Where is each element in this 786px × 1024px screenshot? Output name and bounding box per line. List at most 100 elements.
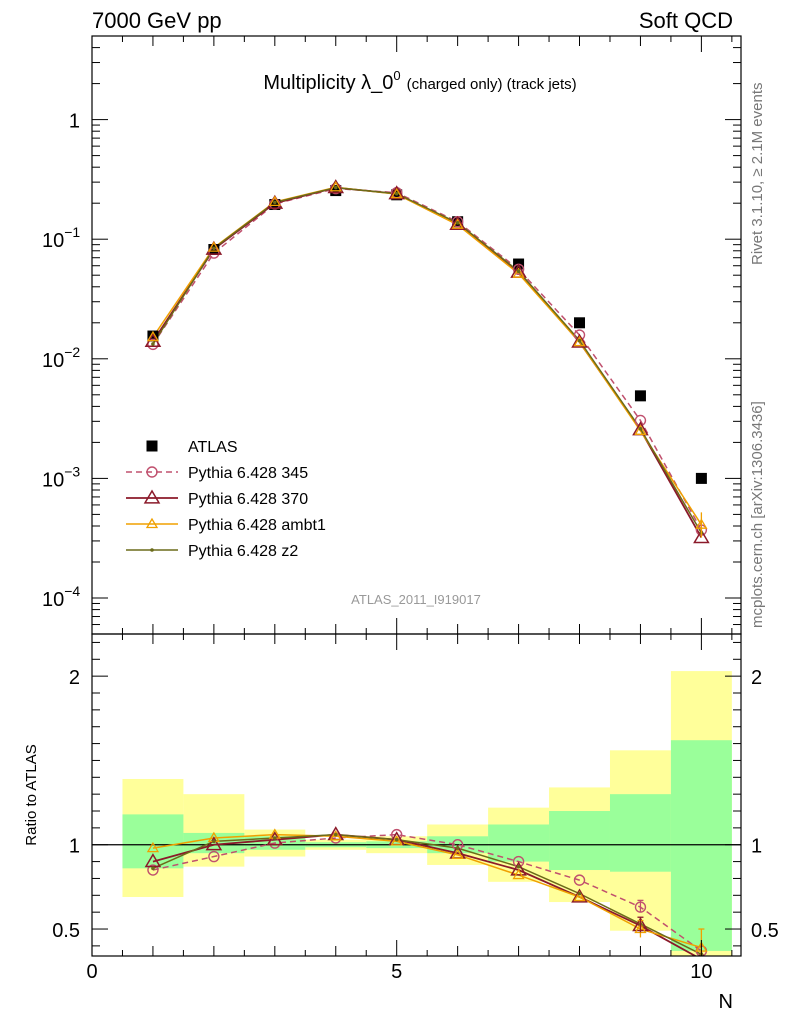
legend-label-p345: Pythia 6.428 345 <box>188 465 308 482</box>
main-point-z2 <box>273 200 277 205</box>
rivet-side-label: Rivet 3.1.10, ≥ 2.1M events <box>749 83 766 266</box>
main-point-z2 <box>638 426 643 431</box>
legend-label-atlas: ATLAS <box>188 439 238 456</box>
mcplots-side-label: mcplots.cern.ch [arXiv:1306.3436] <box>749 401 766 628</box>
ratio-point-p370 <box>571 888 588 903</box>
ratio-point-ambt1 <box>329 830 342 841</box>
main-point-p370 <box>693 529 710 544</box>
main-point-p370 <box>327 179 345 194</box>
legend-marker-atlas <box>146 440 158 452</box>
ratio-series-group <box>144 826 708 956</box>
main-line-p370 <box>152 186 703 539</box>
ratio-point-p370 <box>510 861 527 876</box>
analysis-id: ATLAS_2011_I919017 <box>351 592 481 607</box>
ratio-line-p370 <box>152 833 698 956</box>
main-y-tick-label: 10−4 <box>42 583 80 611</box>
ratio-y-tick-label-right: 0.5 <box>751 920 779 942</box>
legend-label-ambt1: Pythia 6.428 ambt1 <box>188 517 326 534</box>
main-point-z2 <box>151 342 155 346</box>
main-point-atlas <box>634 390 646 402</box>
legend: ATLAS Pythia 6.428 345 Pythia 6.428 370 Pyt… <box>126 439 326 560</box>
ratio-band-green <box>670 740 732 951</box>
ratio-point-p345 <box>208 850 220 863</box>
ratio-point-ambt1 <box>451 848 464 859</box>
legend-label-z2: Pythia 6.428 z2 <box>188 543 298 560</box>
main-line-z2 <box>152 186 703 534</box>
main-point-ambt1 <box>329 180 342 192</box>
ratio-band-green <box>609 794 671 872</box>
ratio-point-p370 <box>144 853 162 868</box>
main-point-atlas <box>269 199 281 211</box>
ratio-panel: 0.5 0.5 1 1 2 2 0 5 10 <box>52 633 779 983</box>
main-line-p345 <box>152 187 703 531</box>
ratio-y-tick-label-left: 0.5 <box>52 920 80 942</box>
ratio-point-z2 <box>212 839 216 844</box>
ratio-band-green <box>549 811 610 871</box>
main-point-p370 <box>388 185 406 200</box>
ratio-point-ambt1 <box>390 835 403 846</box>
main-point-ambt1 <box>146 330 160 342</box>
title-small: (charged only) (track jets) <box>407 76 577 93</box>
ratio-y-tick-label-left: 1 <box>69 836 80 858</box>
ratio-line-p345 <box>152 833 702 952</box>
title-superscript: 0 <box>393 68 400 83</box>
x-axis-label: N <box>719 991 733 1013</box>
x-tick-label: 5 <box>391 961 402 983</box>
main-point-ambt1 <box>573 335 586 347</box>
main-plot-title: Multiplicity λ_00 (charged only) (track j… <box>263 68 576 94</box>
ratio-point-p370 <box>205 836 223 851</box>
main-point-atlas <box>147 330 159 342</box>
legend-label-p370: Pythia 6.428 370 <box>188 491 308 508</box>
ratio-y-tick-label-right: 2 <box>751 667 762 689</box>
ratio-band-yellow <box>183 794 245 867</box>
main-point-atlas <box>695 472 707 484</box>
main-point-ambt1 <box>390 187 403 199</box>
main-point-p370 <box>571 333 588 348</box>
main-point-atlas <box>574 317 586 329</box>
x-tick-label: 0 <box>86 961 97 983</box>
main-y-tick-label: 1 <box>69 111 80 133</box>
ratio-band-green <box>122 814 184 869</box>
ratio-point-z2 <box>455 846 460 850</box>
ratio-line-z2 <box>152 833 702 955</box>
main-point-ambt1 <box>268 195 281 207</box>
main-point-p345 <box>147 338 159 351</box>
legend-marker-z2 <box>150 548 154 552</box>
ratio-point-ambt1 <box>146 841 160 853</box>
ratio-frame <box>91 633 742 957</box>
ratio-line-ambt1 <box>152 833 702 949</box>
ratio-point-z2 <box>273 836 277 840</box>
main-point-z2 <box>333 185 338 190</box>
title-main: Multiplicity λ_0 <box>263 72 393 94</box>
main-point-z2 <box>516 269 521 274</box>
main-point-z2 <box>212 246 216 251</box>
main-point-z2 <box>455 221 460 225</box>
main-point-p370 <box>449 215 466 231</box>
legend-marker-p345 <box>146 466 158 478</box>
ratio-point-ambt1 <box>512 868 525 880</box>
main-point-z2 <box>577 338 582 343</box>
main-point-z2 <box>394 191 399 196</box>
legend-marker-ambt1 <box>145 517 159 529</box>
ratio-point-p345 <box>573 874 586 886</box>
ratio-point-z2 <box>333 832 338 837</box>
energy-label: 7000 GeV pp <box>92 8 222 33</box>
ratio-point-z2 <box>151 866 155 871</box>
main-point-ambt1 <box>512 267 525 278</box>
ratio-point-z2 <box>516 864 521 869</box>
main-y-tick-label: 10−2 <box>42 344 80 372</box>
x-tick-label: 10 <box>690 961 712 983</box>
ratio-y-tick-label-left: 2 <box>69 667 80 689</box>
main-panel: 1 10−1 10−2 10−3 10−4 <box>42 35 742 635</box>
y-axis-label-ratio: Ratio to ATLAS <box>23 744 40 845</box>
main-point-ambt1 <box>451 218 464 229</box>
ratio-point-p345 <box>147 864 159 876</box>
main-point-ambt1 <box>207 241 221 252</box>
ratio-y-tick-label-right: 1 <box>751 836 762 858</box>
ratio-point-z2 <box>577 891 582 896</box>
main-y-tick-label: 10−3 <box>42 463 80 491</box>
ratio-point-ambt1 <box>573 890 586 902</box>
main-point-ambt1 <box>634 424 647 435</box>
main-y-tick-label: 10−1 <box>42 224 80 252</box>
